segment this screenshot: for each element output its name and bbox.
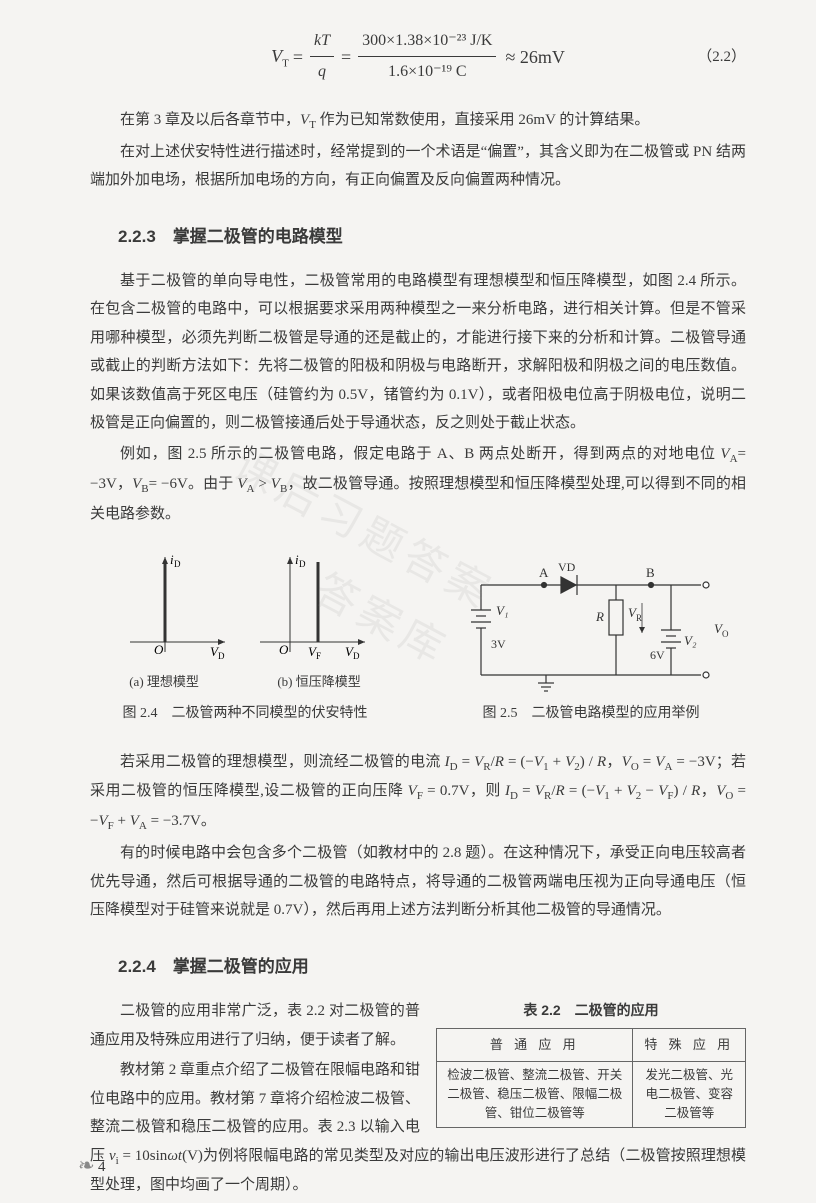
table-header: 特 殊 应 用 xyxy=(633,1028,746,1062)
figure-2-4-svg: i D O V D i D O V F xyxy=(110,542,380,672)
svg-text:D: D xyxy=(353,651,360,661)
paragraph: 在第 3 章及以后各章节中，VT 作为已知常数使用，直接采用 26mV 的计算结… xyxy=(90,106,746,136)
section-heading-223: 2.2.3 掌握二极管的电路模型 xyxy=(118,221,746,253)
table-cell: 检波二极管、整流二极管、开关二极管、稳压二极管、限幅二极管、钳位二极管等 xyxy=(437,1062,633,1127)
svg-text:F: F xyxy=(316,651,321,661)
svg-text:A: A xyxy=(539,565,549,580)
equation-number: （2.2） xyxy=(697,43,746,72)
page-number: 4 xyxy=(98,1153,106,1182)
svg-text:O: O xyxy=(722,629,729,639)
table-cell: 发光二极管、光电二极管、变容二极管等 xyxy=(633,1062,746,1127)
svg-text:V₁: V₁ xyxy=(496,603,508,618)
paragraph: 在对上述伏安特性进行描述时，经常提到的一个术语是“偏置”，其含义即为在二极管或 … xyxy=(90,138,746,195)
table-header: 普 通 应 用 xyxy=(437,1028,633,1062)
figure-caption-2-4: 图 2.4 二极管两种不同模型的伏安特性 xyxy=(90,701,400,728)
section-heading-224: 2.2.4 掌握二极管的应用 xyxy=(118,951,746,983)
table-title: 表 2.2 二极管的应用 xyxy=(436,997,746,1024)
paragraph: 有的时候电路中会包含多个二极管（如教材中的 2.8 题）。在这种情况下，承受正向… xyxy=(90,839,746,925)
svg-text:O: O xyxy=(154,642,164,657)
svg-text:R: R xyxy=(595,609,604,624)
figure-sublabel: (a) 理想模型 xyxy=(129,670,199,695)
svg-text:VD: VD xyxy=(558,560,576,574)
svg-text:O: O xyxy=(279,642,289,657)
svg-text:D: D xyxy=(218,651,225,661)
table-2-2: 表 2.2 二极管的应用 普 通 应 用 特 殊 应 用 检波二极管、整流二极管… xyxy=(436,997,746,1128)
paragraph: 基于二极管的单向导电性，二极管常用的电路模型有理想模型和恒压降模型，如图 2.4… xyxy=(90,267,746,438)
figure-row: i D O V D i D O V F xyxy=(90,542,746,741)
svg-text:R: R xyxy=(636,613,642,623)
svg-text:3V: 3V xyxy=(491,637,506,651)
svg-text:B: B xyxy=(646,565,655,580)
equation-2-2: VT = kTq = 300×1.38×10⁻²³ J/K1.6×10⁻¹⁹ C… xyxy=(90,26,746,88)
svg-text:6V: 6V xyxy=(650,648,665,662)
svg-text:D: D xyxy=(174,559,181,569)
figure-caption-2-5: 图 2.5 二极管电路模型的应用举例 xyxy=(436,701,746,728)
svg-text:V₂: V₂ xyxy=(684,633,697,648)
paragraph: 若采用二极管的理想模型，则流经二极管的电流 ID = VR/R = (−V1 +… xyxy=(90,748,746,838)
figure-sublabel: (b) 恒压降模型 xyxy=(277,670,360,695)
paragraph: 例如，图 2.5 所示的二极管电路，假定电路于 A、B 两点处断开，得到两点的对… xyxy=(90,440,746,528)
figure-2-5-svg: A VD B V₁ 3V xyxy=(446,555,736,695)
page-ornament-icon: ❧ xyxy=(78,1147,95,1185)
svg-text:D: D xyxy=(299,559,306,569)
